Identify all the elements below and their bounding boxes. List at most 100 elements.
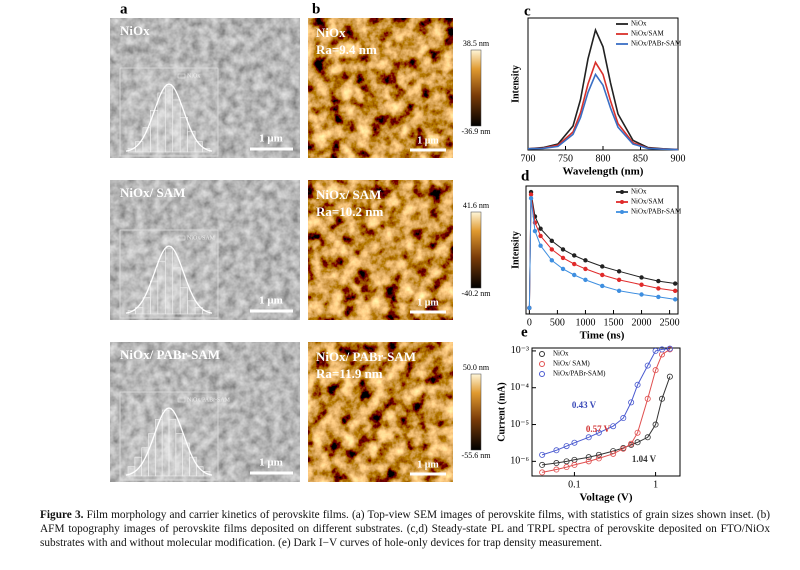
histogram-bar [164,247,174,315]
data-point [656,286,661,291]
histogram-bar [187,130,196,153]
x-tick-label: 700 [521,153,536,164]
histogram-bar [164,85,174,153]
data-point [595,429,602,436]
panel-label: d [521,168,530,184]
caption-label: Figure 3. [40,509,84,521]
data-point [572,253,577,258]
x-tick-label: 500 [550,317,565,328]
afm-label: NiOx/ SAM [316,187,381,202]
data-point [538,233,543,239]
data-point [600,283,605,289]
histogram-bar [175,433,183,477]
colorbar-min: -55.6 nm [462,451,492,460]
data-point [585,434,592,441]
y-tick-label: 10⁻⁶ [510,456,529,467]
colorbar-max: 50.0 nm [463,363,490,372]
caption: Figure 3. Film morphology and carrier ki… [40,508,770,550]
data-point [595,455,602,462]
data-point [616,269,622,274]
histogram-bar [161,409,170,477]
inset-legend-swatch [177,397,186,403]
roughness: Ra=11.9 nm [316,366,383,381]
data-point [628,399,635,406]
data-point [652,421,659,428]
scale-bar-label: 1 μm [417,135,439,146]
data-point [634,381,641,388]
y-tick-label: 10⁻³ [511,345,529,356]
histogram-bar [179,287,188,315]
data-point [560,266,566,272]
data-point [658,346,665,353]
data-point [658,395,665,402]
sem-label: NiOx [120,23,150,38]
data-point [571,461,578,468]
data-point [620,415,627,422]
y-axis-label: Intensity [510,231,521,269]
roughness: Ra=9.4 nm [316,42,377,57]
y-tick-label: 10⁻⁴ [510,382,529,393]
series-line [542,376,671,466]
legend-label: NiOx/PABr-SAM) [553,370,606,378]
colorbar-min: -40.2 nm [462,289,492,298]
afm-image [308,18,453,158]
histogram-bar [157,260,166,315]
annotation: 0.43 V [572,400,597,410]
data-point [634,429,641,436]
data-point [585,458,592,465]
x-tick-label: 1 [653,479,658,490]
legend-marker [620,190,624,194]
data-point [610,423,617,430]
data-point [549,238,555,244]
x-axis-label: Wavelength (nm) [563,166,644,178]
x-tick-label: 800 [596,153,611,164]
data-point [563,443,570,450]
data-point [595,451,602,458]
inset-legend: NiOx/PABr-SAM [187,397,231,403]
data-point [634,439,641,446]
afm-image [308,342,453,482]
data-point [672,297,678,302]
series-line [527,72,679,151]
data-point [560,255,566,261]
legend-label: NiOx [553,350,569,358]
legend-marker [539,351,545,357]
x-tick-label: 0.1 [568,479,581,490]
data-point [572,261,577,267]
x-tick-label: 0 [527,317,532,328]
data-point [539,451,546,458]
data-point [532,228,538,234]
afm-label: NiOx [316,25,346,40]
data-point [666,345,673,352]
inset-legend-swatch [177,235,186,241]
sem-label: NiOx/ SAM [120,185,185,200]
histogram-bar [142,297,151,315]
histogram-bar [168,419,177,477]
figure: a b c d e NiOx NiOx 1 μm NiOx/ SAM NiOx/SAM 1 μm Ni… [110,1,686,504]
data-point [639,275,644,280]
afm-image [308,180,453,320]
data-point [585,454,592,461]
data-point [600,272,605,278]
legend-label: NiOx [631,188,647,196]
fit-curve [125,83,213,152]
sem-label: NiOx/ PABr-SAM [120,347,220,362]
x-tick-label: 900 [671,153,686,164]
data-point [666,373,673,380]
data-point [553,466,560,473]
histogram-bar [172,99,181,153]
scale-bar-label: 1 μm [417,297,439,308]
inset-legend: NiOx [187,73,200,79]
histogram-bar [172,267,181,315]
histogram-bar [179,116,188,153]
y-axis-label: Intensity [510,65,521,103]
colorbar-max: 41.6 nm [463,201,490,210]
data-point [539,469,546,476]
series-line [527,27,679,151]
x-tick-label: 750 [558,153,573,164]
data-point [672,281,678,286]
data-point [563,464,570,471]
data-point [538,226,543,231]
afm-label: NiOx/ PABr-SAM [316,349,416,364]
